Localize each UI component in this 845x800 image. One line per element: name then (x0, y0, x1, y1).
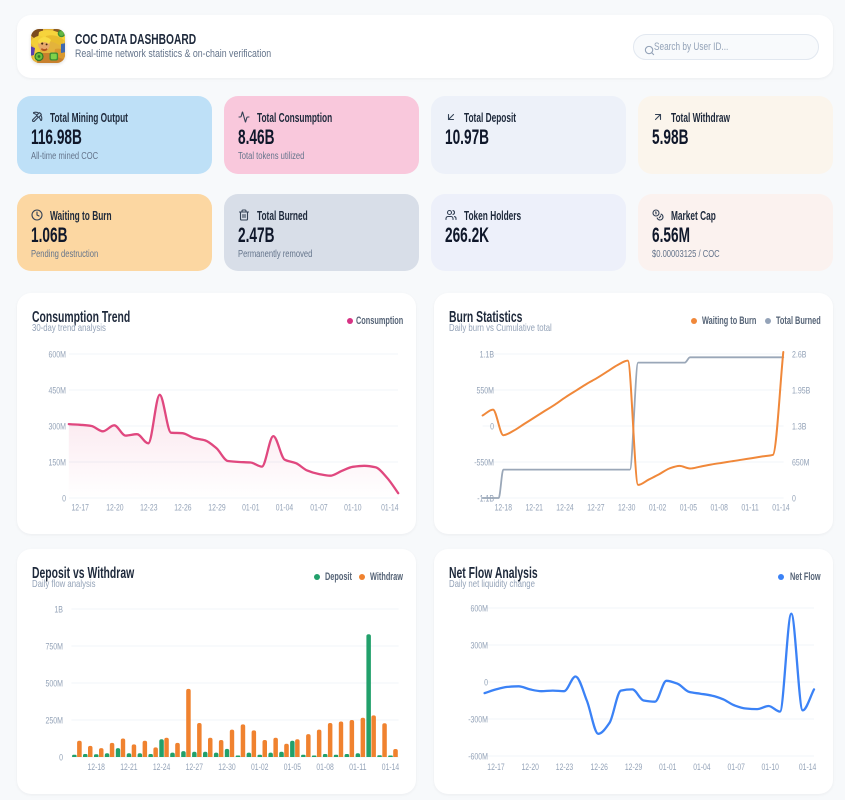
svg-text:12-21: 12-21 (120, 762, 137, 773)
svg-text:0: 0 (62, 494, 66, 505)
svg-text:0: 0 (484, 678, 488, 689)
svg-text:01-02: 01-02 (251, 762, 268, 773)
svg-text:12-21: 12-21 (526, 502, 543, 513)
svg-text:12-20: 12-20 (106, 502, 123, 513)
svg-text:250M: 250M (46, 716, 64, 727)
svg-text:500M: 500M (46, 679, 64, 690)
svg-text:12-17: 12-17 (72, 502, 89, 513)
svg-text:750M: 750M (46, 642, 64, 653)
svg-text:550M: 550M (477, 386, 495, 397)
svg-text:12-23: 12-23 (140, 502, 157, 513)
svg-text:0: 0 (792, 494, 796, 505)
svg-text:12-30: 12-30 (218, 762, 235, 773)
svg-text:01-01: 01-01 (242, 502, 259, 513)
svg-text:12-26: 12-26 (591, 762, 608, 773)
svg-text:01-14: 01-14 (772, 502, 789, 513)
svg-text:-600M: -600M (468, 752, 488, 763)
svg-text:01-05: 01-05 (284, 762, 301, 773)
svg-text:650M: 650M (792, 458, 810, 469)
svg-text:12-29: 12-29 (625, 762, 642, 773)
svg-text:01-05: 01-05 (680, 502, 697, 513)
svg-text:12-20: 12-20 (522, 762, 539, 773)
svg-text:2.6B: 2.6B (792, 350, 806, 361)
svg-text:12-30: 12-30 (618, 502, 635, 513)
svg-text:01-07: 01-07 (728, 762, 745, 773)
svg-text:12-23: 12-23 (556, 762, 573, 773)
svg-text:12-27: 12-27 (587, 502, 604, 513)
svg-text:12-17: 12-17 (487, 762, 504, 773)
svg-text:01-10: 01-10 (344, 502, 361, 513)
svg-text:1.3B: 1.3B (792, 422, 806, 433)
svg-text:600M: 600M (471, 604, 489, 615)
svg-text:-1.1B: -1.1B (477, 494, 494, 505)
svg-text:1.95B: 1.95B (792, 386, 810, 397)
svg-text:12-18: 12-18 (495, 502, 512, 513)
svg-text:0: 0 (59, 753, 63, 764)
svg-text:1B: 1B (54, 605, 63, 616)
svg-text:12-27: 12-27 (186, 762, 203, 773)
svg-text:01-04: 01-04 (276, 502, 293, 513)
svg-text:12-18: 12-18 (88, 762, 105, 773)
svg-text:12-26: 12-26 (174, 502, 191, 513)
svg-text:01-02: 01-02 (649, 502, 666, 513)
svg-text:01-01: 01-01 (659, 762, 676, 773)
svg-text:01-11: 01-11 (349, 762, 366, 773)
svg-text:01-08: 01-08 (711, 502, 728, 513)
svg-text:450M: 450M (49, 386, 67, 397)
svg-text:300M: 300M (49, 422, 67, 433)
svg-text:01-08: 01-08 (316, 762, 333, 773)
svg-text:300M: 300M (471, 641, 489, 652)
svg-text:150M: 150M (49, 458, 67, 469)
svg-text:600M: 600M (49, 350, 67, 361)
svg-text:01-14: 01-14 (799, 762, 816, 773)
svg-text:12-29: 12-29 (208, 502, 225, 513)
svg-text:01-04: 01-04 (693, 762, 710, 773)
svg-text:01-14: 01-14 (381, 502, 398, 513)
svg-text:01-07: 01-07 (310, 502, 327, 513)
svg-text:-550M: -550M (474, 458, 494, 469)
svg-text:0: 0 (490, 422, 494, 433)
svg-text:01-11: 01-11 (741, 502, 758, 513)
svg-text:1.1B: 1.1B (480, 350, 494, 361)
svg-text:01-14: 01-14 (382, 762, 399, 773)
svg-text:-300M: -300M (468, 715, 488, 726)
svg-text:12-24: 12-24 (153, 762, 170, 773)
svg-text:12-24: 12-24 (556, 502, 573, 513)
svg-text:01-10: 01-10 (762, 762, 779, 773)
